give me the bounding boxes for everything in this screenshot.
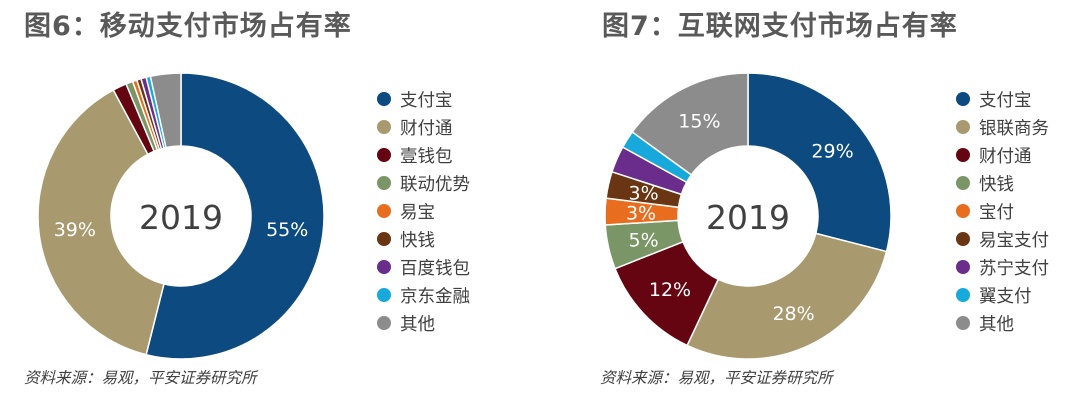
legend-label: 快钱 (979, 174, 1014, 195)
legend-item: 支付宝 (956, 85, 1049, 113)
legend-item: 宝付 (956, 197, 1049, 225)
legend-label: 财付通 (400, 118, 453, 139)
legend-swatch-icon (956, 260, 970, 274)
slice-label: 55% (266, 219, 308, 241)
slice-label: 3% (626, 203, 656, 225)
legend-swatch-icon (377, 204, 391, 218)
legend-swatch-icon (377, 120, 391, 134)
legend-item: 易宝 (377, 197, 470, 225)
legend-label: 支付宝 (400, 90, 453, 111)
legend-swatch-icon (377, 92, 391, 106)
legend-item: 银联商务 (956, 113, 1049, 141)
center-label: 2019 (706, 198, 790, 237)
legend-label: 其他 (979, 314, 1014, 335)
legend-label: 支付宝 (979, 90, 1032, 111)
legend-swatch-icon (956, 288, 970, 302)
pie-slice (149, 72, 182, 149)
legend-swatch-icon (956, 120, 970, 134)
legend-label: 银联商务 (979, 118, 1049, 139)
legend-item: 易宝支付 (956, 225, 1049, 253)
legend-swatch-icon (956, 316, 970, 330)
legend-item: 苏宁支付 (956, 253, 1049, 281)
legend-label: 壹钱包 (400, 146, 453, 167)
chart-title: 图7：互联网支付市场占有率 (602, 11, 958, 42)
legend-swatch-icon (377, 260, 391, 274)
legend-swatch-icon (377, 148, 391, 162)
legend-item: 支付宝 (377, 85, 470, 113)
pie-slice (631, 72, 749, 176)
slice-label: 12% (649, 279, 691, 301)
legend-label: 宝付 (979, 202, 1014, 223)
legend-item: 百度钱包 (377, 253, 470, 281)
legend-swatch-icon (377, 288, 391, 302)
legend-item: 其他 (377, 309, 470, 337)
legend-swatch-icon (377, 316, 391, 330)
chart-legend: 支付宝财付通壹钱包联动优势易宝快钱百度钱包京东金融其他 (377, 85, 470, 337)
legend-item: 翼支付 (956, 281, 1049, 309)
legend-item: 财付通 (956, 141, 1049, 169)
source-note: 资料来源：易观，平安证券研究所 (24, 369, 257, 387)
legend-item: 财付通 (377, 113, 470, 141)
legend-item: 联动优势 (377, 169, 470, 197)
pie-slice (37, 88, 165, 356)
legend-label: 财付通 (979, 146, 1032, 167)
legend-label: 京东金融 (400, 286, 470, 307)
legend-swatch-icon (377, 176, 391, 190)
legend-item: 其他 (956, 309, 1049, 337)
center-label: 2019 (139, 198, 223, 237)
legend-label: 其他 (400, 314, 435, 335)
legend-label: 百度钱包 (400, 258, 470, 279)
donut-chart: 55% 39% 2019 (37, 72, 325, 360)
legend-item: 壹钱包 (377, 141, 470, 169)
legend-label: 快钱 (400, 230, 435, 251)
pie-slice (145, 72, 325, 360)
slice-label: 29% (811, 140, 853, 162)
source-note: 资料来源：易观，平安证券研究所 (600, 369, 833, 387)
legend-label: 易宝支付 (979, 230, 1049, 251)
slice-label: 28% (772, 303, 814, 325)
pie-slice (747, 72, 892, 253)
mobile-payment-panel: 图6：移动支付市场占有率 55% 39% 2019 支付宝财付通壹钱包联动优势易宝… (24, 11, 470, 387)
chart-legend: 支付宝银联商务财付通快钱宝付易宝支付苏宁支付翼支付其他 (956, 85, 1049, 337)
donut-chart: 29% 28% 12% 5% 3%3% 15% 2019 (604, 72, 892, 360)
legend-swatch-icon (956, 176, 970, 190)
legend-swatch-icon (956, 92, 970, 106)
legend-swatch-icon (956, 232, 970, 246)
legend-item: 快钱 (956, 169, 1049, 197)
legend-swatch-icon (377, 232, 391, 246)
slice-label: 15% (678, 111, 720, 133)
slice-label: 5% (628, 229, 658, 251)
legend-label: 易宝 (400, 202, 435, 223)
slice-label: 39% (54, 219, 96, 241)
legend-swatch-icon (956, 148, 970, 162)
legend-label: 联动优势 (400, 174, 470, 195)
chart-title: 图6：移动支付市场占有率 (24, 11, 352, 42)
legend-item: 京东金融 (377, 281, 470, 309)
legend-label: 翼支付 (979, 286, 1032, 307)
legend-swatch-icon (956, 204, 970, 218)
slice-label: 3% (628, 183, 658, 205)
internet-payment-panel: 图7：互联网支付市场占有率 29% 28% 12% 5% 3% 3% 15% 2019 支付… (540, 0, 1080, 405)
pie-slice (686, 232, 888, 360)
legend-label: 苏宁支付 (979, 258, 1049, 279)
legend-item: 快钱 (377, 225, 470, 253)
